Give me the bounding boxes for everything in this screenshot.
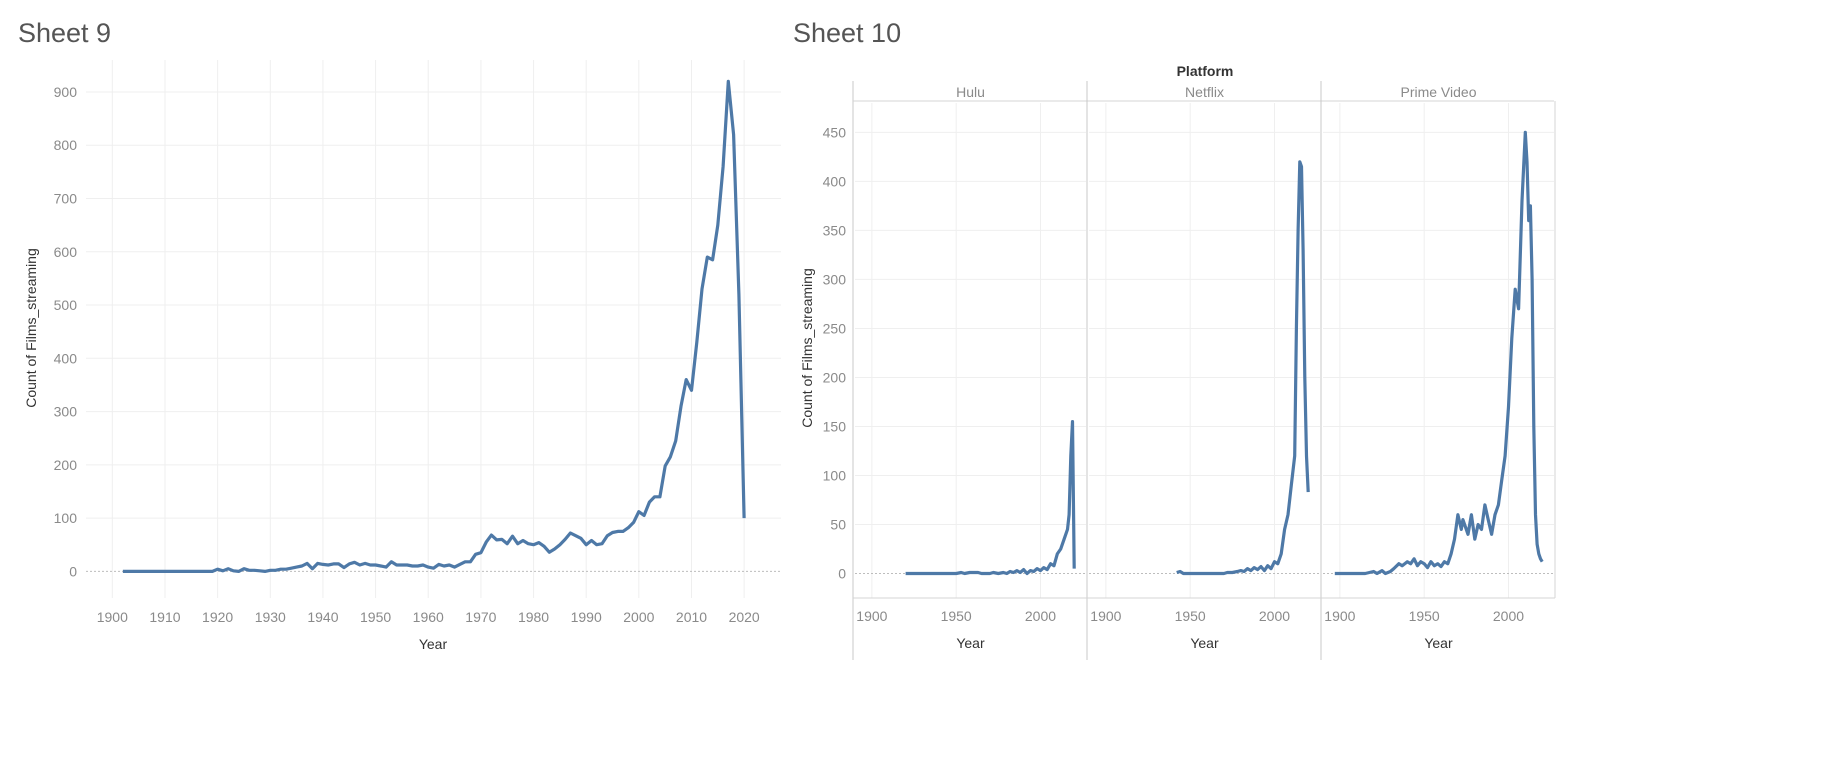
films-count-line [122, 79, 746, 574]
x-axis-title: Year [956, 635, 985, 651]
x-tick-label: 2000 [1493, 608, 1524, 624]
x-tick-label: 1950 [360, 609, 391, 625]
y-tick-label: 700 [54, 190, 78, 206]
facet-label-hulu: Hulu [956, 84, 985, 100]
x-axis-title: Year [1424, 635, 1453, 651]
y-tick-label: 250 [823, 320, 847, 336]
x-tick-label: 2000 [1025, 608, 1056, 624]
x-tick-label: 2010 [676, 609, 707, 625]
x-tick-label: 1990 [571, 609, 602, 625]
x-tick-label: 1930 [255, 609, 286, 625]
y-tick-label: 400 [54, 350, 78, 366]
y-tick-label: 0 [69, 563, 77, 579]
films-count-line-hulu [905, 420, 1076, 576]
x-tick-label: 1950 [1175, 608, 1206, 624]
sheet10-faceted-line-chart: Platform 0 50 100 150 200 250 300 350 400 450 Count… [799, 63, 1556, 660]
sheet9-line-chart: 0 100 200 300 400 500 600 700 800 900 1900 1910 1920… [23, 60, 781, 652]
plot-area [86, 60, 781, 598]
x-axis-title: Year [419, 636, 448, 652]
sheet10-title: Sheet 10 [793, 18, 902, 48]
x-tick-label: 1940 [307, 609, 338, 625]
facet-label-netflix: Netflix [1185, 84, 1224, 100]
x-tick-label: 1950 [941, 608, 972, 624]
sheet9-title: Sheet 9 [18, 18, 112, 48]
x-tick-label: 1970 [465, 609, 496, 625]
y-tick-label: 800 [54, 137, 78, 153]
y-axis-title: Count of Films_streaming [23, 248, 39, 408]
facet-label-prime-video: Prime Video [1400, 84, 1476, 100]
x-tick-label: 1920 [202, 609, 233, 625]
y-axis-title: Count of Films_streaming [799, 268, 815, 428]
y-tick-label: 300 [823, 271, 847, 287]
y-tick-label: 200 [54, 457, 78, 473]
y-tick-label: 350 [823, 222, 847, 238]
y-tick-label: 150 [823, 418, 847, 434]
x-tick-label: 1980 [518, 609, 549, 625]
x-tick-label: 1910 [149, 609, 180, 625]
x-tick-label: 2000 [623, 609, 654, 625]
x-tick-label: 2020 [729, 609, 760, 625]
y-tick-label: 300 [54, 404, 78, 420]
x-axis-title: Year [1190, 635, 1219, 651]
y-tick-label: 100 [823, 467, 847, 483]
films-count-line-prime-video [1334, 130, 1544, 576]
y-tick-label: 200 [823, 369, 847, 385]
y-tick-label: 100 [54, 510, 78, 526]
y-tick-label: 400 [823, 173, 847, 189]
films-count-line-netflix [1176, 160, 1310, 576]
facet-header-platform: Platform [1177, 63, 1234, 79]
x-tick-label: 2000 [1259, 608, 1290, 624]
y-tick-label: 600 [54, 244, 78, 260]
y-tick-label: 500 [54, 297, 78, 313]
y-tick-label: 0 [838, 565, 846, 581]
y-tick-label: 450 [823, 124, 847, 140]
y-tick-label: 900 [54, 84, 78, 100]
x-tick-label: 1900 [856, 608, 887, 624]
x-tick-label: 1900 [1090, 608, 1121, 624]
x-tick-label: 1950 [1409, 608, 1440, 624]
x-tick-label: 1960 [413, 609, 444, 625]
x-tick-label: 1900 [1324, 608, 1355, 624]
y-tick-label: 50 [830, 516, 846, 532]
x-tick-label: 1900 [97, 609, 128, 625]
